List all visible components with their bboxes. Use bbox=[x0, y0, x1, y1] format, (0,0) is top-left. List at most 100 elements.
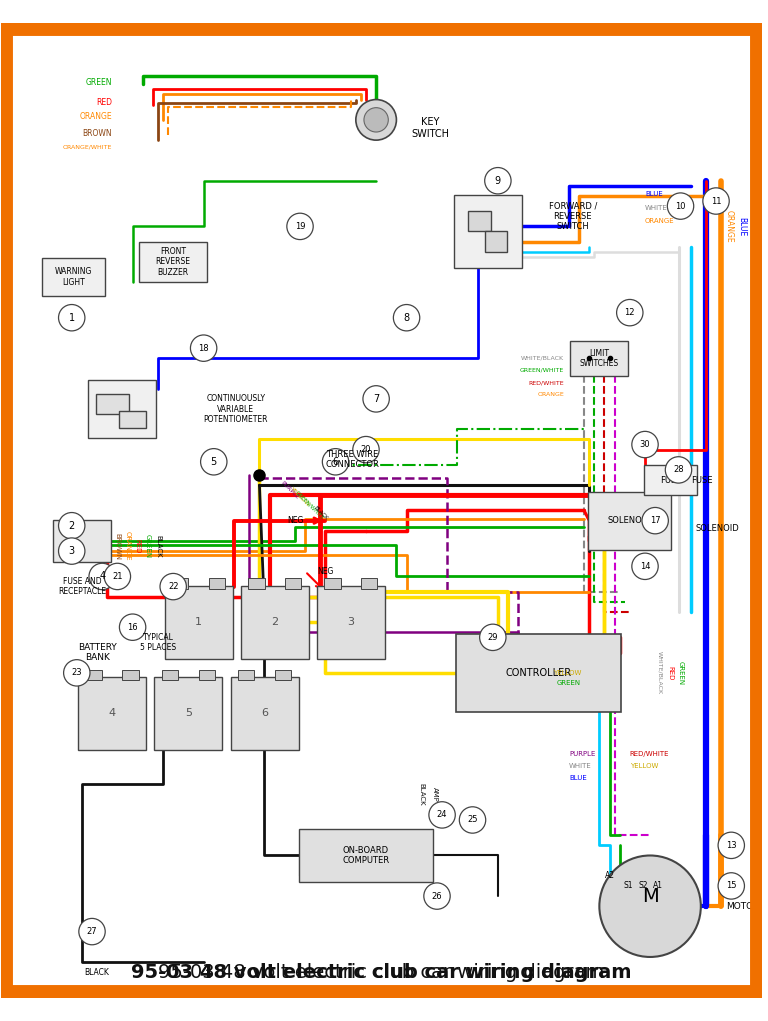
Text: 2: 2 bbox=[68, 521, 74, 531]
Text: GREEN: GREEN bbox=[677, 661, 684, 685]
Text: WHITE/BLACK: WHITE/BLACK bbox=[521, 355, 564, 360]
FancyBboxPatch shape bbox=[86, 670, 102, 680]
FancyBboxPatch shape bbox=[172, 579, 188, 589]
Circle shape bbox=[58, 538, 85, 565]
FancyBboxPatch shape bbox=[644, 465, 697, 495]
Text: 9: 9 bbox=[495, 176, 501, 186]
Circle shape bbox=[286, 213, 313, 240]
Text: MOTOR: MOTOR bbox=[727, 902, 760, 911]
Circle shape bbox=[459, 807, 485, 833]
Circle shape bbox=[353, 436, 379, 463]
Circle shape bbox=[64, 660, 90, 686]
Circle shape bbox=[665, 456, 692, 483]
Text: 26: 26 bbox=[432, 891, 442, 901]
Text: 12: 12 bbox=[624, 308, 635, 318]
FancyBboxPatch shape bbox=[361, 579, 377, 589]
Text: FUSE: FUSE bbox=[690, 476, 712, 485]
Text: ON-BOARD
COMPUTER: ON-BOARD COMPUTER bbox=[343, 845, 389, 865]
Text: ORANGE/WHITE: ORANGE/WHITE bbox=[63, 145, 112, 150]
Text: 4: 4 bbox=[99, 572, 105, 581]
Text: WHITE: WHITE bbox=[645, 205, 667, 211]
Circle shape bbox=[160, 574, 187, 599]
Text: FUSE AND
RECEPTACLE: FUSE AND RECEPTACLE bbox=[58, 577, 106, 596]
Text: BLUE: BLUE bbox=[737, 216, 746, 236]
Circle shape bbox=[104, 564, 131, 590]
Text: RED: RED bbox=[134, 539, 141, 553]
Text: PURPLE: PURPLE bbox=[280, 480, 300, 500]
FancyBboxPatch shape bbox=[454, 195, 521, 268]
Text: ORANGE: ORANGE bbox=[538, 392, 564, 397]
Text: 95-03 48 volt electric club car wiring diagram: 95-03 48 volt electric club car wiring d… bbox=[158, 963, 604, 981]
Text: ORANGE: ORANGE bbox=[645, 218, 674, 225]
Text: 25: 25 bbox=[467, 816, 478, 825]
Text: 23: 23 bbox=[71, 669, 82, 677]
FancyBboxPatch shape bbox=[456, 634, 621, 712]
Text: 21: 21 bbox=[112, 572, 123, 581]
Text: 24: 24 bbox=[437, 811, 447, 820]
Text: 7: 7 bbox=[373, 394, 379, 404]
Text: 1: 1 bbox=[68, 312, 74, 323]
FancyBboxPatch shape bbox=[248, 579, 264, 589]
Text: THREE WIRE
CONNECTOR: THREE WIRE CONNECTOR bbox=[326, 450, 379, 470]
Text: WARNING
LIGHT: WARNING LIGHT bbox=[55, 268, 92, 287]
Circle shape bbox=[718, 873, 744, 900]
FancyBboxPatch shape bbox=[485, 232, 507, 252]
FancyBboxPatch shape bbox=[285, 579, 301, 589]
Circle shape bbox=[632, 431, 658, 457]
Circle shape bbox=[58, 304, 85, 331]
Text: NEG: NEG bbox=[286, 517, 303, 525]
Text: YELLOW: YELLOW bbox=[290, 486, 311, 508]
Text: 6: 6 bbox=[333, 456, 339, 467]
Text: ORANGE: ORANGE bbox=[725, 210, 733, 243]
Text: 30: 30 bbox=[640, 440, 650, 449]
Circle shape bbox=[429, 801, 455, 828]
Text: 5: 5 bbox=[210, 456, 217, 467]
FancyBboxPatch shape bbox=[199, 670, 215, 680]
Circle shape bbox=[190, 335, 217, 361]
Text: 1: 1 bbox=[195, 617, 202, 627]
FancyBboxPatch shape bbox=[119, 410, 146, 428]
Text: S2: S2 bbox=[638, 881, 647, 890]
Text: 28: 28 bbox=[674, 466, 684, 475]
Text: GREEN/WHITE: GREEN/WHITE bbox=[520, 368, 564, 373]
Text: FORWARD /
REVERSE
SWITCH: FORWARD / REVERSE SWITCH bbox=[548, 201, 597, 231]
FancyBboxPatch shape bbox=[324, 579, 341, 589]
Circle shape bbox=[363, 386, 389, 412]
Text: BLACK: BLACK bbox=[84, 968, 110, 977]
Text: RED/WHITE: RED/WHITE bbox=[630, 751, 669, 757]
Text: WHITE: WHITE bbox=[569, 764, 591, 769]
Text: BATTERY
BANK: BATTERY BANK bbox=[78, 643, 117, 663]
Text: A1: A1 bbox=[654, 881, 664, 890]
Text: BLACK: BLACK bbox=[313, 505, 328, 522]
Text: KEY
SWITCH: KEY SWITCH bbox=[412, 117, 449, 139]
Text: 29: 29 bbox=[488, 633, 498, 642]
Text: BROWN: BROWN bbox=[114, 533, 121, 560]
FancyBboxPatch shape bbox=[139, 242, 207, 282]
Text: 15: 15 bbox=[726, 881, 737, 890]
Text: BLACK: BLACK bbox=[155, 535, 161, 557]
Text: BLUE: BLUE bbox=[645, 191, 663, 197]
Text: M: M bbox=[642, 886, 658, 906]
FancyBboxPatch shape bbox=[209, 579, 225, 589]
Circle shape bbox=[667, 193, 694, 220]
Text: 17: 17 bbox=[650, 517, 660, 525]
FancyBboxPatch shape bbox=[240, 586, 309, 659]
Text: 95-03 48 volt electric club car wiring diagram: 95-03 48 volt electric club car wiring d… bbox=[131, 963, 631, 981]
Circle shape bbox=[599, 856, 701, 957]
Text: PURPLE: PURPLE bbox=[569, 751, 595, 757]
Circle shape bbox=[79, 919, 105, 944]
Circle shape bbox=[58, 513, 85, 539]
Text: FUSE: FUSE bbox=[660, 476, 681, 485]
Text: GREEN: GREEN bbox=[557, 680, 581, 686]
Text: YELLOW: YELLOW bbox=[553, 670, 581, 676]
FancyBboxPatch shape bbox=[571, 341, 628, 376]
Text: CONTROLLER: CONTROLLER bbox=[505, 668, 571, 678]
Circle shape bbox=[718, 832, 744, 859]
Text: RED: RED bbox=[96, 98, 112, 107]
Circle shape bbox=[480, 624, 506, 650]
Text: RED: RED bbox=[667, 666, 674, 680]
Text: ORANGE: ORANGE bbox=[80, 112, 112, 121]
FancyBboxPatch shape bbox=[154, 677, 223, 750]
Text: SOLENOID: SOLENOID bbox=[696, 524, 740, 533]
Circle shape bbox=[323, 448, 349, 475]
